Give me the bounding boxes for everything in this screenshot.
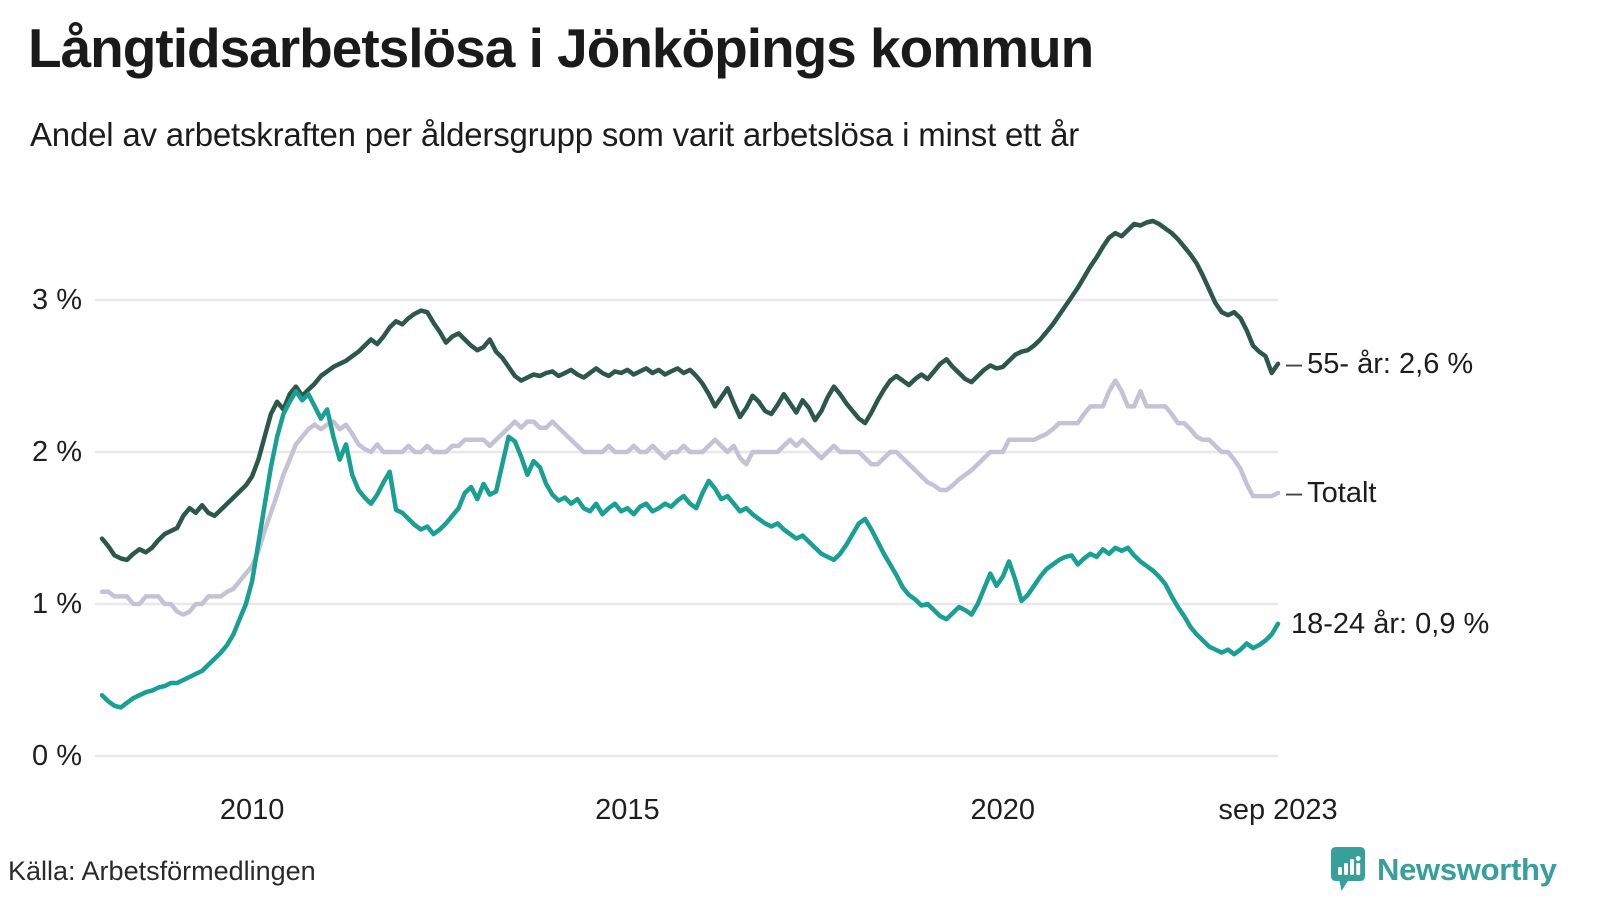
- logo-bar-icon: [1350, 859, 1354, 875]
- x-axis-tick-label: sep 2023: [1218, 794, 1338, 826]
- y-axis-tick-label: 2 %: [32, 436, 82, 468]
- line-end-label-text: Totalt: [1307, 477, 1377, 510]
- newsworthy-wordmark: Newsworthy: [1377, 852, 1557, 887]
- x-axis-tick-label: 2020: [970, 794, 1036, 826]
- y-axis-tick-label: 0 %: [32, 740, 82, 772]
- line-end-label-55-ar: –55- år: 2,6 %: [1286, 345, 1473, 383]
- page-subtitle: Andel av arbetskraften per åldersgrupp s…: [30, 116, 1080, 153]
- x-axis-tick-label: 2015: [595, 794, 660, 826]
- page-title: Långtidsarbetslösa i Jönköpings kommun: [28, 17, 1094, 79]
- label-leader-dash: –: [1286, 477, 1303, 510]
- series-line-55-ar: [99, 218, 1281, 563]
- newsworthy-bubble-icon: [1331, 847, 1365, 891]
- y-axis-tick-label: 1 %: [32, 588, 82, 620]
- y-axis-tick-label: 3 %: [32, 284, 82, 316]
- x-axis-tick-label: 2010: [219, 794, 285, 826]
- line-end-label-text: 55- år: 2,6 %: [1307, 347, 1474, 380]
- series-line-18-24-ar: [99, 388, 1281, 710]
- logo-bar-icon: [1338, 867, 1342, 875]
- logo-bar-icon: [1344, 863, 1348, 875]
- line-end-label-18-24-ar: 18-24 år: 0,9 %: [1286, 605, 1489, 643]
- label-leader-dash: –: [1286, 347, 1303, 380]
- logo-dot-icon: [1355, 856, 1361, 861]
- line-end-label-totalt: – Totalt: [1286, 474, 1376, 512]
- series-line-totalt: [99, 378, 1281, 617]
- newsworthy-logo: Newsworthy: [1330, 840, 1592, 900]
- logo-bar-icon: [1356, 863, 1361, 875]
- source-note: Källa: Arbetsförmedlingen: [8, 856, 316, 886]
- line-end-label-text: 18-24 år: 0,9 %: [1291, 607, 1490, 640]
